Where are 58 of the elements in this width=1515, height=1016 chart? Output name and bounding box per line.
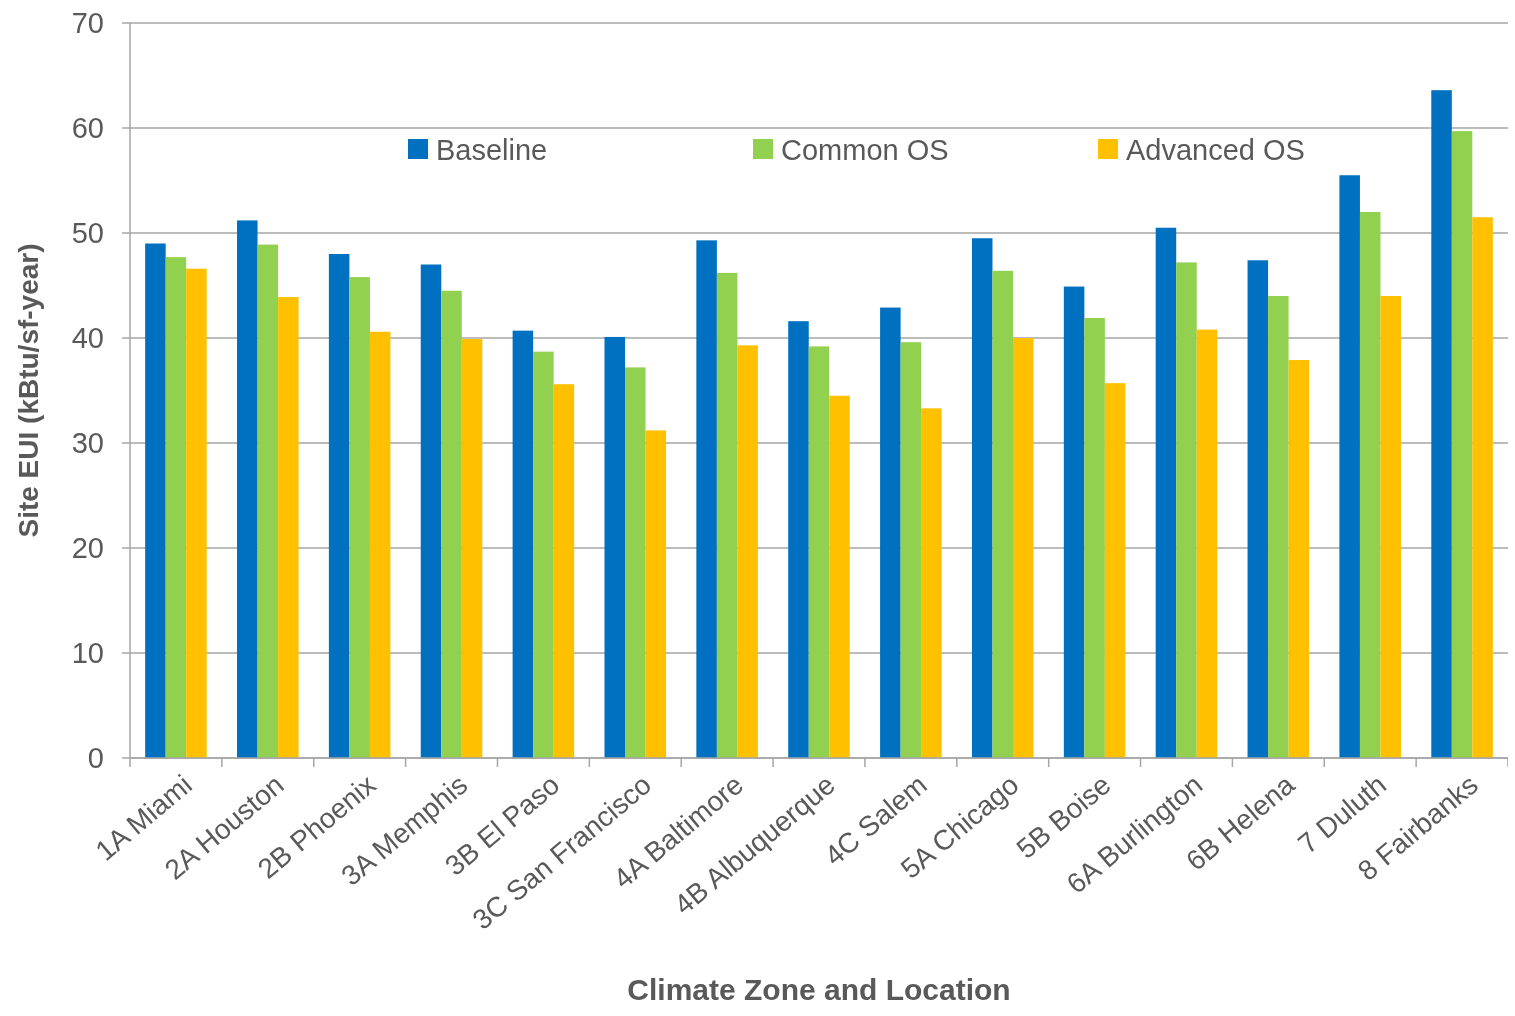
y-tick-label: 40	[71, 322, 104, 355]
y-tick-label: 30	[71, 427, 104, 460]
bar	[900, 342, 922, 758]
bar	[512, 330, 534, 758]
bar	[971, 238, 993, 758]
bar	[1196, 329, 1218, 758]
bar	[1451, 131, 1473, 758]
bar	[1268, 296, 1289, 758]
bar	[1431, 90, 1452, 758]
bar	[328, 254, 350, 758]
bar	[1104, 383, 1126, 758]
y-tick-label: 70	[71, 7, 104, 40]
bar	[1288, 360, 1310, 758]
bar	[1063, 286, 1085, 758]
bar	[461, 339, 483, 758]
bar	[349, 277, 370, 758]
bar	[696, 240, 717, 758]
legend-label: Common OS	[781, 134, 949, 167]
bar	[921, 408, 942, 758]
y-tick-label: 50	[71, 217, 104, 250]
bar	[533, 351, 554, 758]
bar	[186, 268, 207, 758]
y-tick-label: 60	[71, 112, 104, 145]
bar	[1155, 227, 1177, 758]
bar	[1176, 262, 1197, 758]
bar	[880, 307, 901, 758]
bar	[1472, 217, 1493, 758]
bar	[369, 331, 391, 758]
bar	[237, 220, 258, 758]
bar	[716, 272, 738, 758]
bar	[1247, 260, 1269, 758]
legend-label: Advanced OS	[1126, 134, 1305, 167]
bar	[441, 290, 462, 758]
bar	[604, 336, 626, 758]
bar	[145, 243, 166, 758]
bar	[808, 346, 830, 758]
bar	[992, 270, 1013, 758]
bar	[1012, 338, 1034, 758]
y-tick-label: 20	[71, 532, 104, 565]
bar	[257, 244, 279, 758]
bar	[1380, 296, 1401, 758]
bar	[645, 430, 667, 758]
bar	[737, 345, 758, 758]
bar	[625, 367, 646, 758]
bar	[788, 321, 809, 758]
legend-label: Baseline	[436, 134, 548, 167]
bar	[553, 384, 575, 758]
bar	[278, 297, 299, 758]
y-tick-label: 0	[87, 742, 104, 775]
bar	[420, 264, 442, 758]
bar	[165, 257, 187, 758]
bar	[1339, 175, 1360, 758]
bar	[1084, 318, 1105, 758]
bar	[829, 395, 850, 758]
bar	[1359, 212, 1381, 758]
x-axis-title: Climate Zone and Location	[627, 973, 1011, 1006]
y-tick-label: 10	[71, 637, 104, 670]
y-axis-title: Site EUI (kBtu/sf-year)	[13, 243, 44, 538]
